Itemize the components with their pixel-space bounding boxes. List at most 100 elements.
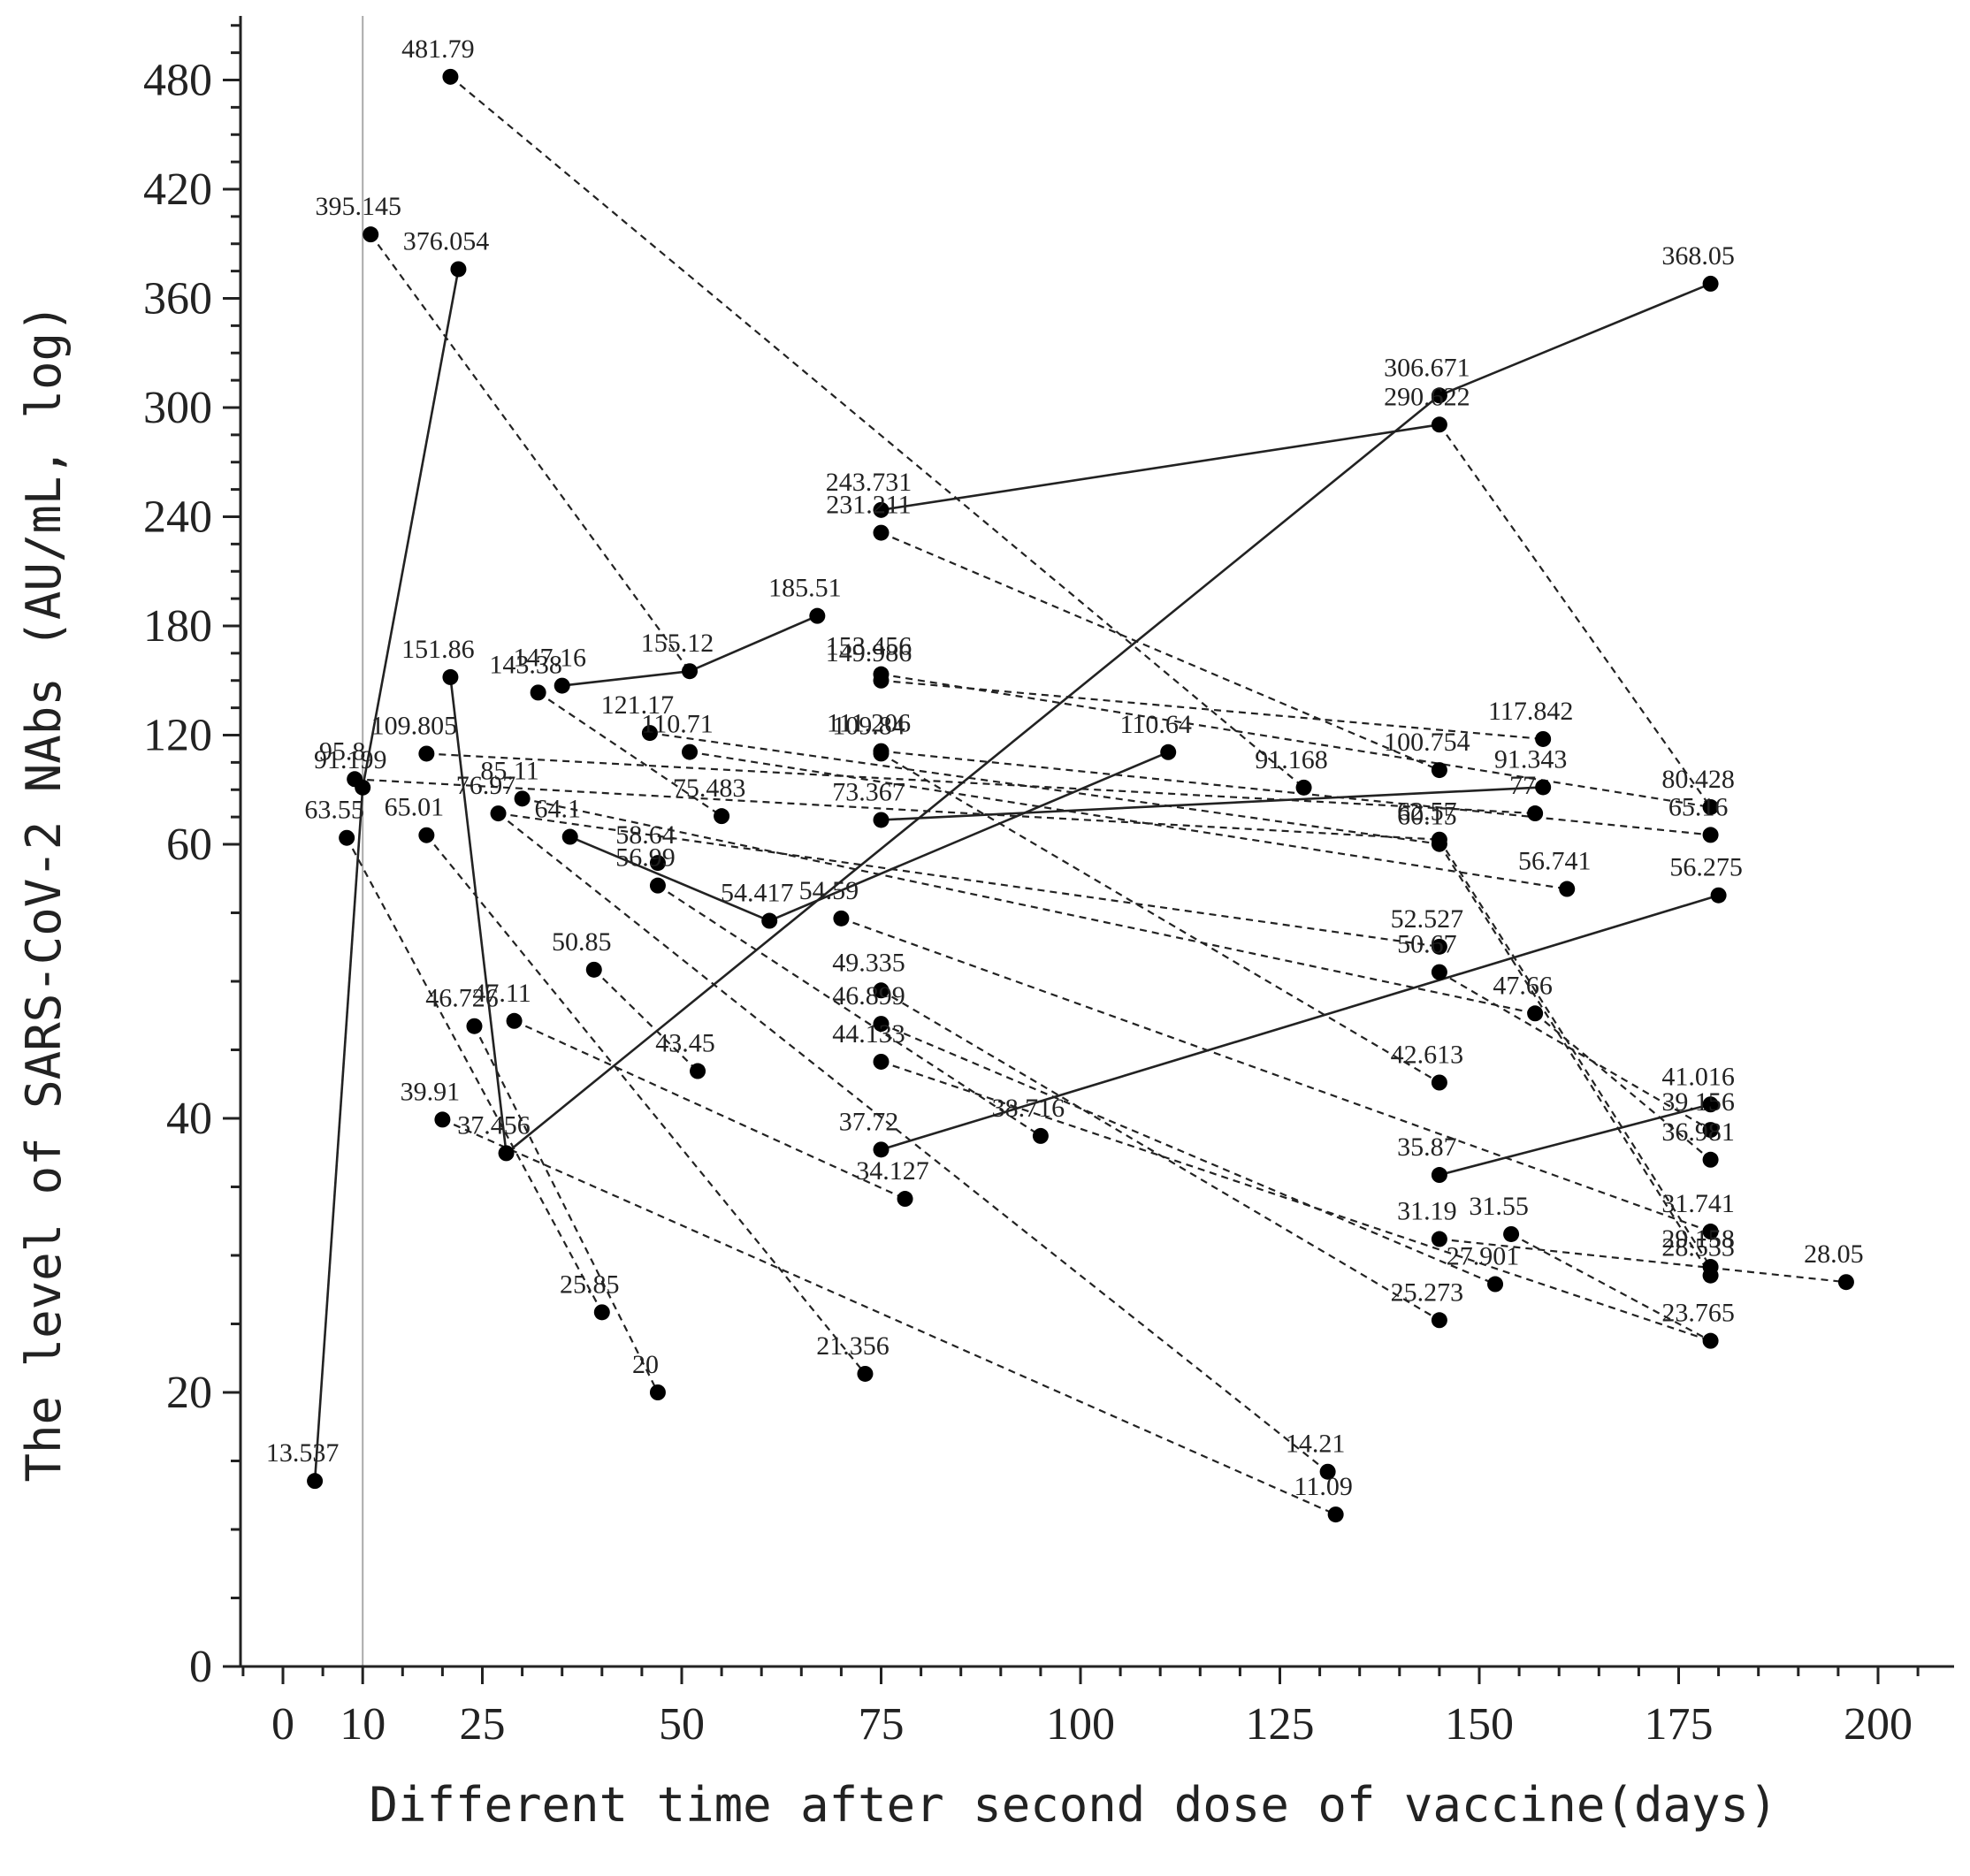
data-label: 117.842 [1488, 697, 1573, 726]
solid-connector [1439, 1102, 1711, 1177]
dashed-connector [346, 837, 603, 1313]
data-label: 31.19 [1397, 1197, 1457, 1226]
dashed-connector [881, 673, 1711, 809]
data-point [1702, 275, 1719, 292]
data-point [442, 68, 459, 85]
data-label: 20 [632, 1350, 659, 1379]
data-label: 147.16 [513, 644, 586, 673]
data-point [1431, 416, 1447, 433]
data-label: 65.01 [385, 793, 445, 822]
data-point [649, 877, 666, 894]
data-point [809, 607, 826, 624]
dashed-connector [497, 812, 1329, 1473]
data-point [339, 829, 355, 846]
data-point [530, 684, 546, 701]
data-label: 50.85 [552, 927, 612, 957]
data-label: 91.343 [1494, 744, 1568, 774]
data-label: 31.55 [1469, 1192, 1529, 1221]
data-point [490, 805, 507, 822]
data-label: 28.533 [1661, 1233, 1735, 1262]
dashed-connector [425, 834, 867, 1375]
data-point [498, 1145, 515, 1162]
data-point [1503, 1225, 1520, 1242]
data-point [641, 725, 658, 742]
data-point [1710, 887, 1727, 904]
data-point [1837, 1274, 1854, 1291]
dashed-connector [881, 1060, 1711, 1342]
data-point [1702, 798, 1719, 815]
data-label: 80.428 [1661, 765, 1735, 794]
y-tick-label: 300 [143, 383, 212, 433]
data-point [1535, 730, 1552, 747]
data-point [593, 1304, 610, 1321]
data-point [1487, 1276, 1504, 1293]
y-axis-title: The level of SARS-CoV-2 NAbs (AU/mL, log… [16, 304, 72, 1483]
y-tick-label: 60 [166, 820, 212, 870]
x-tick-label: 50 [659, 1699, 705, 1750]
data-point [1527, 1005, 1544, 1022]
dashed-connector [881, 750, 1711, 836]
data-point [873, 812, 890, 828]
data-point [649, 855, 666, 872]
connections-group [313, 75, 1847, 1516]
data-label: 46.899 [832, 981, 905, 1010]
data-label: 75.483 [673, 774, 746, 803]
data-point [1527, 805, 1544, 822]
data-label: 11.09 [1294, 1472, 1352, 1501]
data-label: 62.57 [1397, 797, 1457, 827]
data-label: 34.127 [856, 1156, 929, 1186]
data-label: 56.275 [1669, 853, 1743, 882]
data-point [554, 677, 570, 694]
data-point [1702, 1267, 1719, 1284]
y-tick-label: 20 [166, 1368, 212, 1418]
data-label: 49.335 [832, 948, 905, 977]
data-label: 27.901 [1447, 1242, 1520, 1271]
x-tick-label: 175 [1645, 1699, 1714, 1750]
data-label: 368.05 [1661, 241, 1735, 271]
data-point [363, 226, 379, 243]
data-label: 111.206 [827, 709, 911, 738]
dashed-connector [881, 531, 1440, 772]
data-point [1702, 1122, 1719, 1139]
data-label: 121.17 [601, 690, 675, 720]
dashed-connector [441, 1118, 1337, 1516]
dashed-connector [1438, 843, 1712, 1277]
data-label: 185.51 [768, 574, 842, 603]
data-point [1559, 881, 1576, 897]
data-point [873, 745, 890, 762]
data-label: 110.64 [1120, 710, 1192, 739]
data-point [714, 808, 730, 825]
data-label: 73.367 [832, 777, 905, 806]
data-label: 481.79 [401, 34, 475, 64]
x-tick-label: 150 [1445, 1699, 1514, 1750]
data-label: 395.145 [315, 192, 401, 221]
data-point [690, 1063, 706, 1079]
data-point [1535, 779, 1552, 796]
data-label: 109.84 [832, 711, 905, 740]
data-label: 14.21 [1286, 1430, 1346, 1459]
dashed-connector [426, 752, 1536, 815]
x-tick-label: 125 [1246, 1699, 1315, 1750]
data-point [1702, 1151, 1719, 1168]
data-label: 110.71 [641, 710, 713, 739]
data-label: 76.97 [456, 771, 516, 800]
data-label: 13.537 [266, 1438, 340, 1468]
data-point [873, 1141, 890, 1158]
x-tick-label: 200 [1844, 1699, 1913, 1750]
data-label: 64.1 [534, 795, 581, 824]
dashed-connector [514, 1019, 906, 1201]
data-point [1431, 1312, 1447, 1329]
data-label: 21.356 [816, 1331, 890, 1361]
data-point [418, 745, 435, 762]
x-tick-label: 75 [859, 1699, 905, 1750]
dashed-connector [473, 1026, 659, 1393]
data-label: 243.731 [826, 468, 912, 497]
dashed-connector [880, 989, 1440, 1322]
solid-connector [561, 669, 691, 687]
data-point [1160, 744, 1177, 760]
data-label: 376.054 [403, 226, 490, 255]
dashed-connector [1534, 1012, 1712, 1161]
points-group [307, 68, 1854, 1523]
data-label: 65.16 [1668, 792, 1729, 821]
dashed-connector [1510, 1233, 1712, 1342]
